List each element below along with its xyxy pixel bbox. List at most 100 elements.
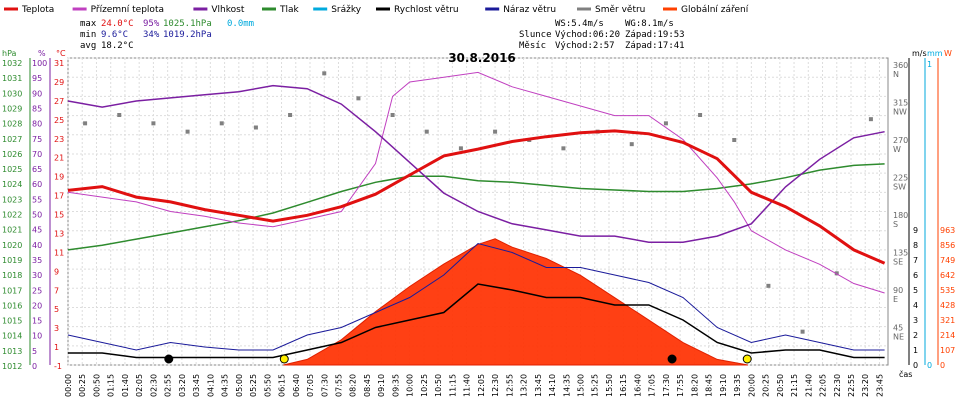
wind-direction-point [185,129,190,134]
pressure-tick: 1027 [2,135,22,144]
rain-unit: mm [927,49,943,58]
temp-tick: 7 [54,286,59,295]
time-tick-label: 14:10 [548,374,557,397]
time-tick-label: 00:50 [92,374,101,397]
wind-direction-point [629,142,634,147]
radiation-tick: 963 [940,226,955,235]
time-tick-label: 21:40 [804,374,813,397]
wind-direction-point [766,283,771,288]
wind-direction-point [83,121,88,126]
rain-tick: 0 [927,361,932,370]
time-tick-label: 18:45 [705,374,714,397]
moonrise-marker [164,354,174,364]
radiation-unit: W [944,49,952,58]
pressure-tick: 1019 [2,256,22,265]
wind-direction-point [800,329,805,334]
radiation-tick: 535 [940,286,955,295]
wind-tick: 7 [913,256,918,265]
direction-tick-compass: SW [893,183,906,192]
pressure-tick: 1028 [2,120,22,129]
moonrise: Východ:2:57 [555,41,615,51]
rain-tick: 1 [927,60,932,69]
pressure-unit: hPa [2,49,17,58]
temp-tick: 23 [54,135,64,144]
time-tick-label: 00:25 [78,374,87,397]
series-pressure-line [67,163,885,251]
wind-direction-point [424,129,429,134]
wind-direction-point [253,125,258,130]
time-tick-label: 01:40 [121,374,130,397]
stats-wg: WG:8.1m/s [625,19,674,29]
wind-tick: 5 [913,286,918,295]
time-tick-label: 06:40 [292,374,301,397]
time-tick-label: 09:10 [377,374,386,397]
direction-tick-compass: SE [893,258,903,267]
humidity-tick: 30 [32,271,42,280]
radiation-tick: 321 [940,316,955,325]
wind-direction-point [458,146,463,151]
direction-tick: 360 [893,61,908,70]
wind-direction-point [663,121,668,126]
wind-tick: 1 [913,346,918,355]
sunset-marker [742,354,752,364]
wind-direction-point [151,121,156,126]
direction-tick-compass: N [893,70,899,79]
time-tick-label: 19:35 [733,374,742,397]
humidity-tick: 50 [32,211,42,220]
radiation-tick: 214 [940,331,955,340]
direction-tick: 135 [893,249,908,258]
pressure-tick: 1024 [2,180,22,189]
temp-tick: 31 [54,59,64,68]
time-tick-label: 12:30 [491,374,500,397]
sun-label: Slunce [519,30,552,40]
temp-tick: 5 [54,305,59,314]
pressure-tick: 1014 [2,332,22,341]
time-tick-label: 05:00 [235,374,244,397]
temp-tick: 11 [54,248,64,257]
humidity-tick: 0 [32,362,37,371]
direction-tick-compass: NE [893,333,904,342]
legend-entry: Přízemní teplota [91,5,164,15]
time-tick-label: 10:50 [434,374,443,397]
legend-entry: Náraz větru [503,5,556,15]
direction-tick-compass: S [893,220,898,229]
humidity-tick: 85 [32,104,42,113]
pressure-tick: 1031 [2,74,22,83]
sunrise: Východ:06:20 [555,30,620,40]
temp-tick: 3 [54,324,59,333]
radiation-tick: 642 [940,271,955,280]
time-tick-label: 20:25 [762,374,771,397]
time-tick-label: 20:00 [747,374,756,397]
temp-tick: -1 [54,362,62,371]
series-humidity-line [67,84,885,243]
pressure-tick: 1013 [2,347,22,356]
time-tick-label: 17:55 [676,374,685,397]
sunrise-marker [279,354,289,364]
stats-avg-label: avg [80,41,96,51]
pressure-tick: 1032 [2,59,22,68]
temp-tick: 25 [54,116,64,125]
temp-tick: 29 [54,78,64,87]
humidity-tick: 40 [32,241,42,250]
stats-min-hum: 34% [143,30,160,40]
time-tick-label: 23:45 [875,374,884,397]
temp-tick: 1 [54,343,59,352]
humidity-tick: 90 [32,89,42,98]
time-tick-label: 10:00 [406,374,415,397]
humidity-tick: 45 [32,226,42,235]
series-ground-temp-line [67,71,885,294]
legend-entry: Tlak [279,5,300,15]
pressure-tick: 1029 [2,104,22,113]
pressure-tick: 1023 [2,195,22,204]
stats-max-temp: 24.0°C [101,19,134,29]
time-tick-label: 04:35 [221,374,230,397]
direction-tick-compass: E [893,295,898,304]
time-tick-label: 08:45 [363,374,372,397]
pressure-tick: 1021 [2,226,22,235]
humidity-tick: 10 [32,332,42,341]
humidity-tick: 95 [32,74,42,83]
time-tick-label: 02:30 [149,374,158,397]
pressure-tick: 1017 [2,286,22,295]
direction-tick-compass: NW [893,108,907,117]
